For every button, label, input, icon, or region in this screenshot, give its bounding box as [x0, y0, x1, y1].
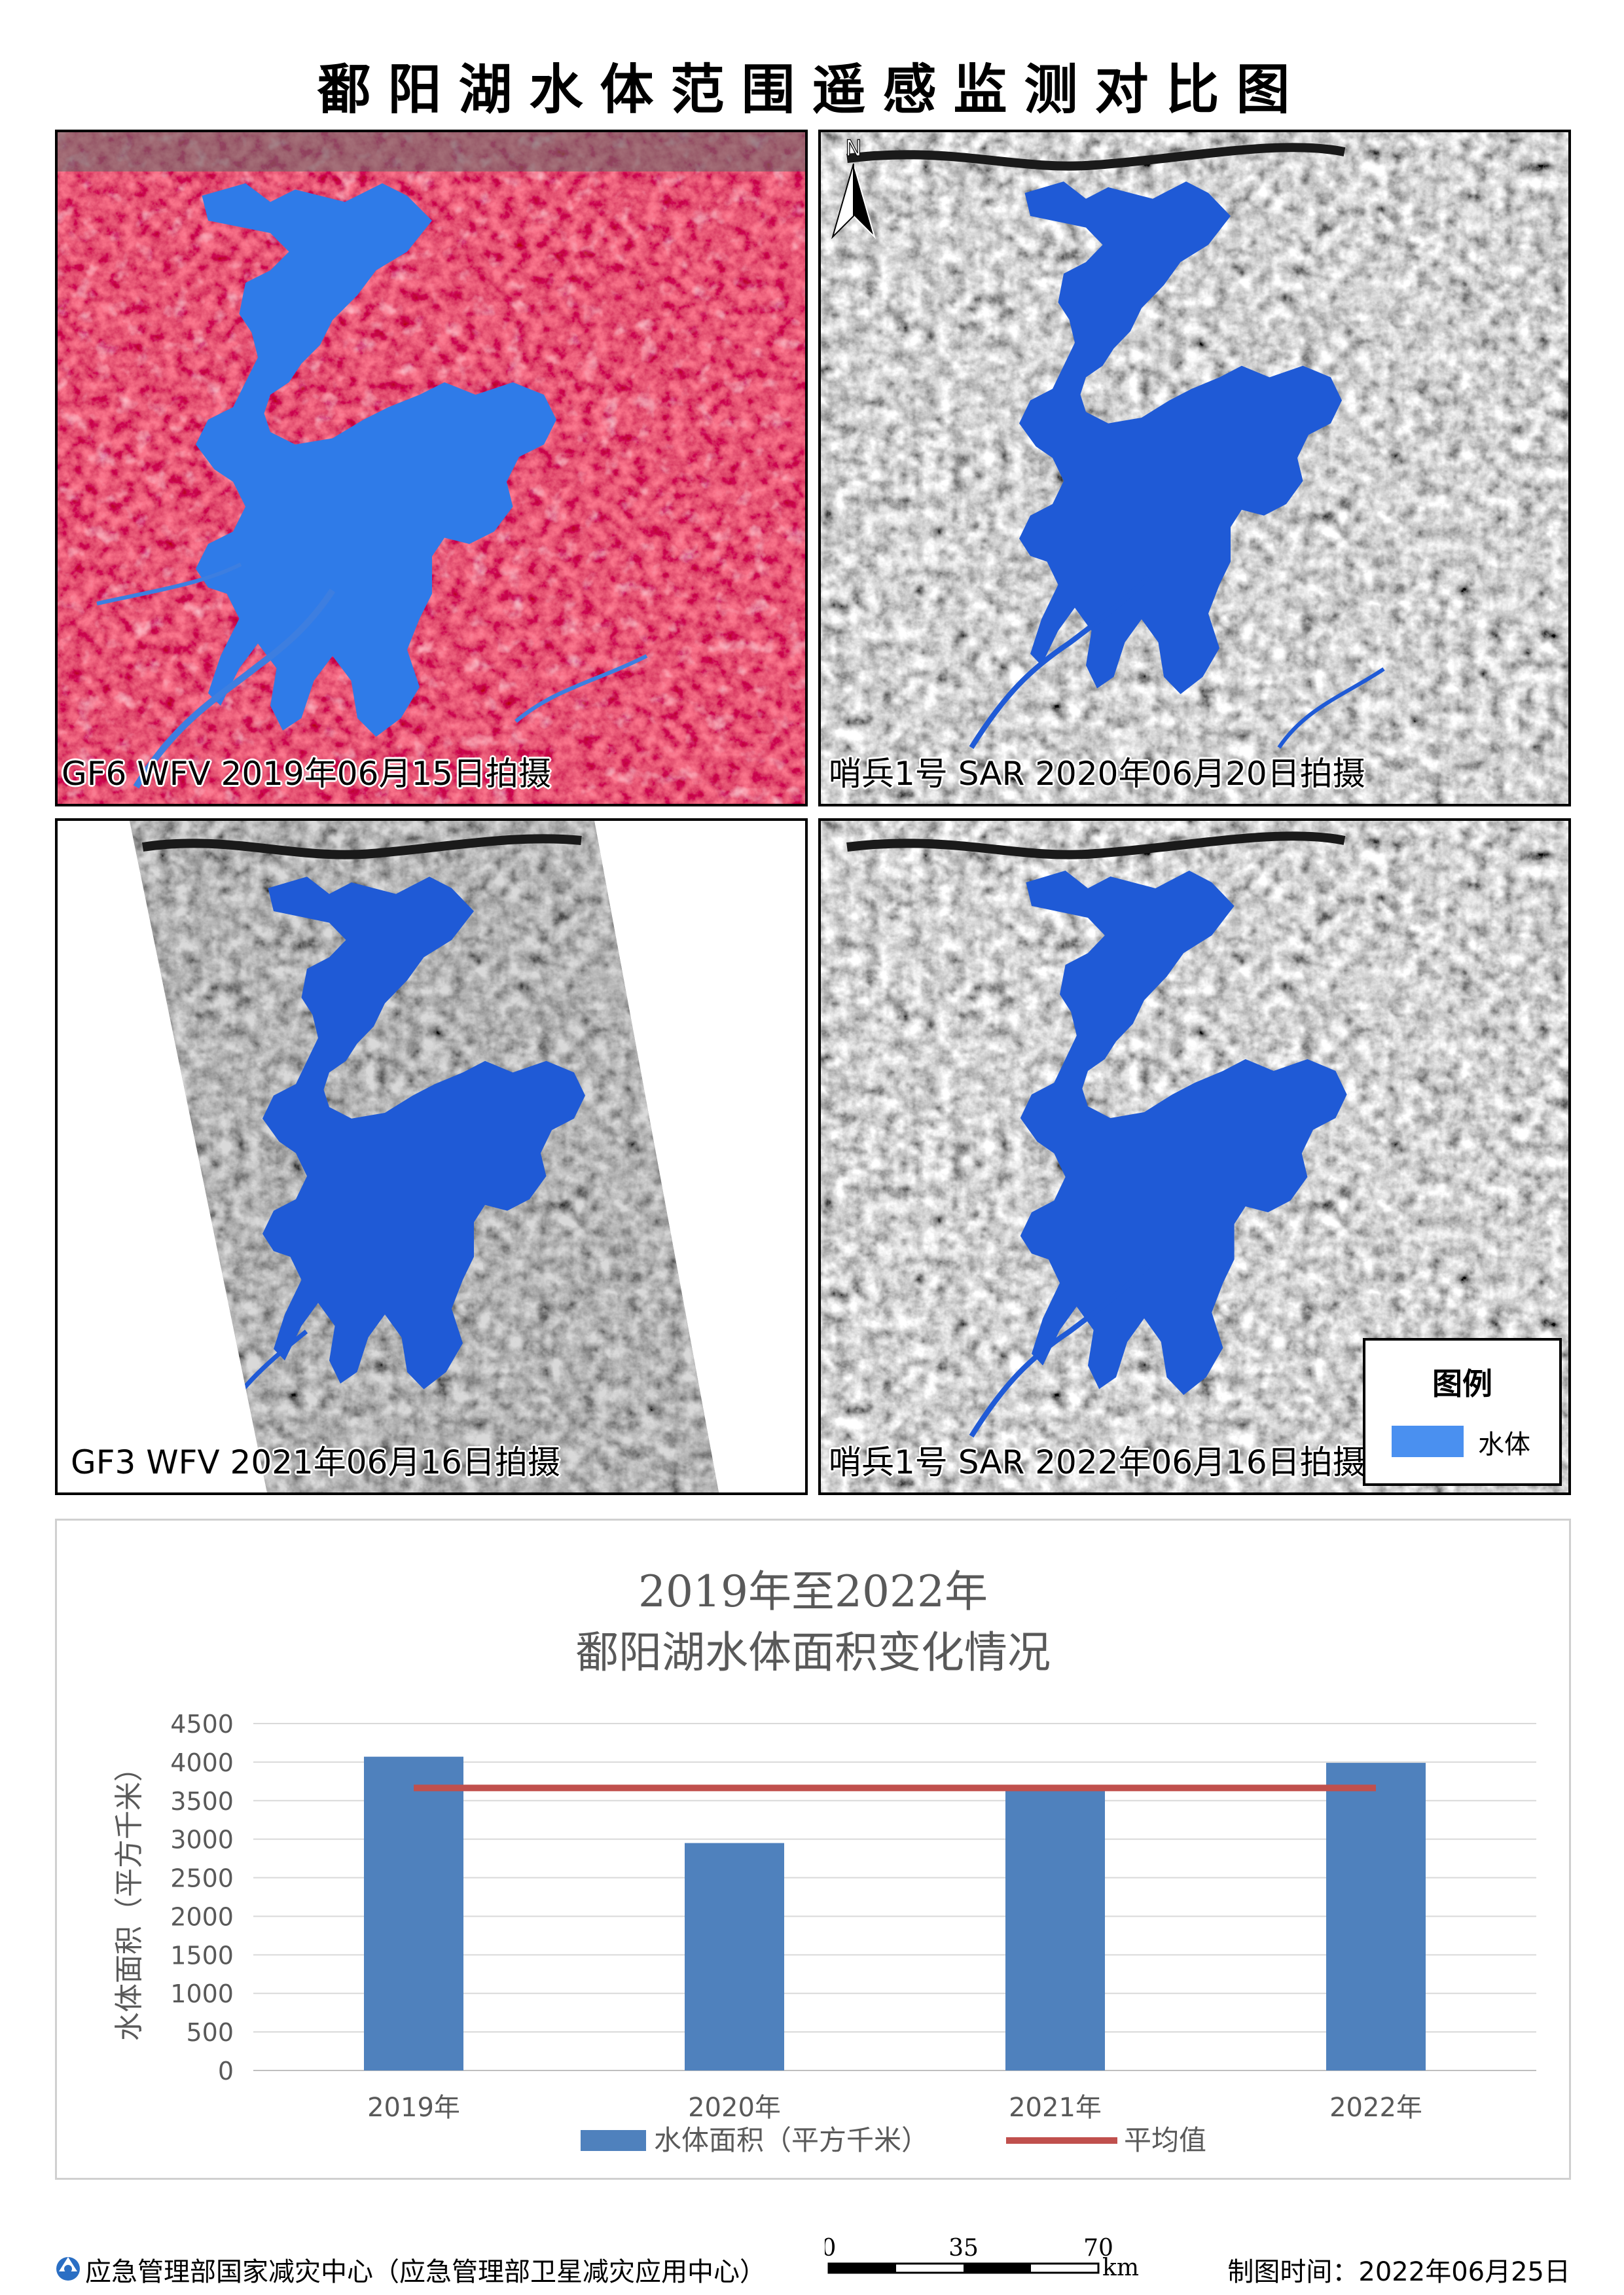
north-label: N — [845, 136, 861, 162]
legend-water-label: 水体 — [1478, 1430, 1530, 1460]
legend-swatch-bar — [581, 2130, 646, 2151]
y-tick-label: 3000 — [170, 1826, 234, 1854]
y-tick-label: 3500 — [170, 1787, 234, 1816]
legend-water-swatch — [1392, 1426, 1464, 1457]
scale-label-70: 70 — [1083, 2237, 1113, 2262]
bar — [364, 1756, 463, 2070]
y-tick-label: 1500 — [170, 1941, 234, 1970]
scale-label-0: 0 — [825, 2237, 836, 2262]
map-legend: 图例 水体 — [1363, 1338, 1562, 1486]
y-tick-label: 500 — [186, 2018, 234, 2047]
bar — [685, 1843, 784, 2070]
footer-date: 制图时间：2022年06月25日 — [1227, 2257, 1570, 2287]
satellite-image-2019 — [58, 132, 805, 804]
y-tick-label: 2000 — [170, 1902, 234, 1931]
chart-container: 2019年至2022年 鄱阳湖水体面积变化情况 0 500 1000 1500 2000… — [55, 1519, 1571, 2180]
scale-unit: km — [1102, 2254, 1139, 2281]
y-tick-label: 0 — [218, 2057, 234, 2086]
y-tick-label: 4500 — [170, 1710, 234, 1739]
bar — [1326, 1763, 1426, 2070]
north-arrow-icon: N — [831, 135, 876, 240]
x-tick-label: 2021年 — [1009, 2093, 1102, 2123]
map-panel-2022: 哨兵1号 SAR 2022年06月16日拍摄 图例 水体 — [818, 818, 1571, 1495]
x-tick-label: 2020年 — [688, 2093, 781, 2123]
y-tick-label: 4000 — [170, 1748, 234, 1777]
logo-icon — [56, 2257, 80, 2281]
scale-bar: 0 35 70 km — [825, 2237, 1139, 2281]
chart-title-line2: 鄱阳湖水体面积变化情况 — [575, 1627, 1051, 1678]
x-tick-label: 2022年 — [1329, 2093, 1422, 2123]
panel-caption: GF6 WFV 2019年06月15日拍摄 — [62, 755, 551, 793]
page-title: 鄱阳湖水体范围遥感监测对比图 — [317, 59, 1307, 121]
satellite-image-2021 — [130, 821, 719, 1492]
map-panel-2019: GF6 WFV 2019年06月15日拍摄 — [55, 130, 808, 806]
x-tick-label: 2019年 — [367, 2093, 460, 2123]
map-panel-2021: GF3 WFV 2021年06月16日拍摄 — [55, 818, 808, 1495]
legend-label-bar: 水体面积（平方千米） — [654, 2124, 929, 2156]
bar — [1005, 1789, 1105, 2070]
scale-label-35: 35 — [948, 2237, 979, 2262]
chart-title-line1: 2019年至2022年 — [638, 1566, 988, 1617]
y-tick-label: 2500 — [170, 1864, 234, 1893]
panel-caption: 哨兵1号 SAR 2020年06月20日拍摄 — [829, 755, 1365, 793]
map-panel-2020: N 哨兵1号 SAR 2020年06月20日拍摄 — [818, 130, 1571, 806]
legend-label-line: 平均值 — [1124, 2124, 1206, 2156]
footer-organization: 应急管理部国家减灾中心（应急管理部卫星减灾应用中心） — [85, 2257, 766, 2287]
legend-title: 图例 — [1432, 1366, 1492, 1401]
bar-chart: 0 500 1000 1500 2000 2500 3000 3500 4000 4500 水体面积… — [113, 1710, 1536, 2156]
y-axis-label: 水体面积（平方千米） — [113, 1753, 146, 2041]
satellite-image-2020 — [821, 132, 1568, 804]
panel-caption: GF3 WFV 2021年06月16日拍摄 — [71, 1443, 560, 1481]
y-tick-label: 1000 — [170, 1979, 234, 2008]
panel-caption: 哨兵1号 SAR 2022年06月16日拍摄 — [829, 1443, 1365, 1481]
